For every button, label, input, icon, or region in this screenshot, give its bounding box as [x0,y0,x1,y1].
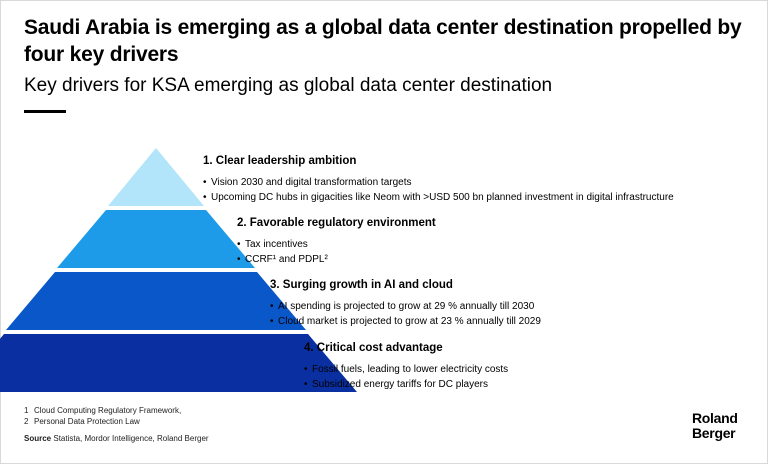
footnote-number: 2 [24,417,29,426]
page-subtitle: Key drivers for KSA emerging as global d… [24,75,553,96]
bullet-text: CCRF¹ and PDPL² [245,254,328,265]
tier-4-text: 4. Critical cost advantage • Fossil fuels… [304,341,508,392]
roland-berger-logo: Roland Berger [692,411,738,441]
bullet-dot-icon: • [237,254,241,265]
pyramid-tier-2 [57,210,255,268]
bullet-text: Upcoming DC hubs in gigacities like Neom… [211,192,674,203]
tier-1-bullet: • Upcoming DC hubs in gigacities like Neo… [203,190,674,205]
source-line: Source Statista, Mordor Intelligence, Ro… [24,434,209,443]
bullet-text: Fossil fuels, leading to lower electrici… [312,364,509,375]
logo-line-2: Berger [692,425,736,441]
tier-2-bullet: • Tax incentives [237,237,436,252]
bullet-dot-icon: • [203,177,207,188]
bullet-text: Tax incentives [245,239,308,250]
page-title: Saudi Arabia is emerging as a global dat… [24,16,742,66]
bullet-text: Cloud market is projected to grow at 23 … [278,316,541,327]
tier-3-bullet: • AI spending is projected to grow at 29 … [270,299,541,314]
source-label: Source [24,434,52,443]
pyramid-tier-4 [0,334,357,392]
tier-1-bullet: • Vision 2030 and digital transformation … [203,175,674,190]
pyramid-tier-1 [108,148,204,206]
footnotes: 1 Cloud Computing Regulatory Framework, 2… [24,405,181,427]
bullet-text: Vision 2030 and digital transformation t… [211,177,412,188]
tier-1-title: 1. Clear leadership ambition [203,155,357,167]
footnote-text: Personal Data Protection Law [34,417,140,426]
bullet-dot-icon: • [270,301,274,312]
tier-2-text: 2. Favorable regulatory environment • Tax… [237,216,436,267]
tier-3-bullet: • Cloud market is projected to grow at 23… [270,314,541,329]
tier-4-bullet: • Fossil fuels, leading to lower electric… [304,362,508,377]
tier-4-bullet: • Subsidized energy tariffs for DC player… [304,377,508,392]
tier-3-text: 3. Surging growth in AI and cloud • AI sp… [270,278,541,329]
footnote-number: 1 [24,406,29,415]
tier-1-text: 1. Clear leadership ambition • Vision 203… [203,154,674,205]
pyramid-tier-3 [6,272,306,330]
tier-2-title: 2. Favorable regulatory environment [237,217,436,229]
footnote: 1 Cloud Computing Regulatory Framework, [24,405,181,416]
bullet-dot-icon: • [203,192,207,203]
tier-2-bullet: • CCRF¹ and PDPL² [237,252,436,267]
bullet-dot-icon: • [304,364,308,375]
tier-4-title: 4. Critical cost advantage [304,342,443,354]
bullet-text: AI spending is projected to grow at 29 %… [278,301,535,312]
logo-line-1: Roland [692,410,738,426]
bullet-dot-icon: • [304,379,308,390]
bullet-text: Subsidized energy tariffs for DC players [312,379,489,390]
bullet-dot-icon: • [237,239,241,250]
bullet-dot-icon: • [270,316,274,327]
title-underline [24,110,66,113]
tier-3-title: 3. Surging growth in AI and cloud [270,279,453,291]
footnote: 2 Personal Data Protection Law [24,416,181,427]
footnote-text: Cloud Computing Regulatory Framework, [34,406,182,415]
source-text: Statista, Mordor Intelligence, Roland Be… [53,434,209,443]
